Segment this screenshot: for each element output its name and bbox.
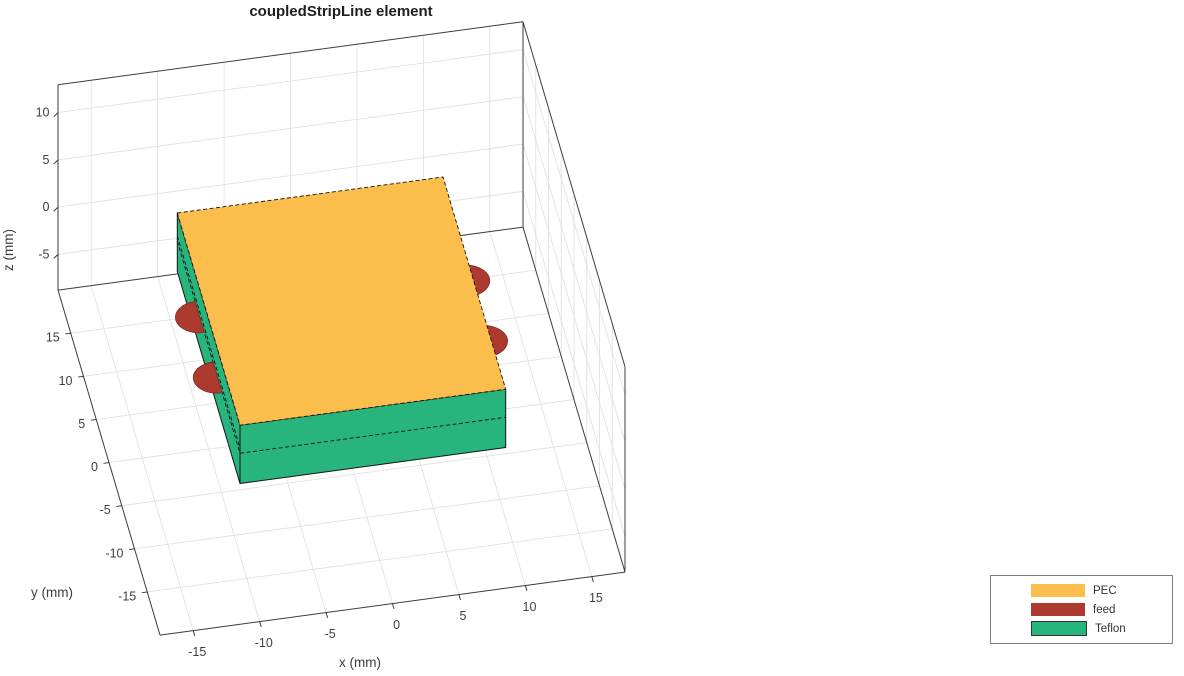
axes-box-edge — [522, 21, 626, 367]
midplane-hidden-line — [239, 416, 506, 454]
chart-title: coupledStripLine element — [249, 3, 432, 20]
y-tick-mark — [77, 375, 84, 378]
grid-line — [522, 143, 626, 490]
feed-port — [175, 301, 205, 334]
y-tick-label: -15 — [118, 589, 136, 603]
x-tick-mark — [259, 621, 262, 627]
legend: PEC feed Teflon — [990, 575, 1173, 644]
grid-line — [57, 49, 524, 114]
axes-box-edge — [522, 226, 626, 573]
y-tick-label: 15 — [46, 331, 60, 345]
x-tick-label: 15 — [589, 591, 603, 605]
legend-item-feed[interactable]: feed — [1031, 602, 1168, 617]
y-tick-mark — [128, 548, 135, 551]
z-tick-mark — [53, 159, 59, 165]
y-tick-mark — [65, 332, 71, 335]
y-tick-label: -5 — [100, 503, 111, 517]
y-tick-label: 5 — [78, 417, 85, 431]
pec-dashed-border — [176, 176, 507, 426]
y-tick-mark — [90, 418, 97, 421]
z-axis-label: z (mm) — [1, 229, 16, 271]
y-tick-label: 10 — [59, 374, 73, 388]
midplane-hidden-line — [176, 235, 241, 449]
grid-line — [121, 442, 587, 507]
3d-scene: -15 -10 -5 0 5 10 15 -15 -10 -5 0 5 10 15 -5 0 5 10 — [36, 21, 626, 659]
x-tick-label: -10 — [255, 636, 273, 650]
grid-line — [57, 96, 524, 161]
y-tick-mark — [103, 462, 110, 464]
legend-item-teflon[interactable]: Teflon — [1031, 621, 1168, 636]
x-tick-label: 10 — [523, 600, 537, 614]
z-tick-label: 0 — [43, 200, 50, 214]
feed-color-swatch — [1031, 603, 1085, 616]
legend-label: Teflon — [1095, 622, 1126, 635]
z-tick-mark — [53, 112, 59, 118]
z-tick-label: -5 — [38, 247, 49, 261]
z-tick-label: 5 — [43, 153, 50, 167]
x-tick-mark — [392, 603, 395, 609]
x-axis-label: x (mm) — [339, 655, 381, 670]
x-tick-label: 0 — [393, 618, 400, 632]
x-tick-mark — [192, 630, 196, 636]
pec-top-plate — [177, 177, 506, 426]
legend-label: feed — [1093, 603, 1116, 616]
y-tick-label: 0 — [91, 460, 98, 474]
grid-line — [134, 485, 600, 550]
z-tick-mark — [53, 206, 59, 212]
x-tick-label: -5 — [325, 627, 336, 641]
teflon-color-swatch — [1031, 621, 1087, 636]
grid-line — [147, 528, 613, 593]
legend-item-pec[interactable]: PEC — [1031, 583, 1168, 598]
grid-line — [57, 143, 524, 208]
x-tick-mark — [591, 576, 594, 582]
x-tick-mark — [325, 612, 329, 618]
midplane-hidden-line — [176, 240, 241, 454]
axes-box-edge — [57, 21, 524, 86]
x-tick-label: -15 — [188, 645, 206, 659]
z-tick-label: 10 — [36, 106, 50, 120]
grid-line — [522, 49, 626, 395]
legend-label: PEC — [1093, 584, 1117, 597]
x-tick-mark — [524, 585, 528, 591]
pec-color-swatch — [1031, 584, 1085, 597]
y-tick-mark — [141, 591, 148, 594]
y-axis-label: y (mm) — [31, 585, 73, 600]
x-tick-label: 5 — [460, 609, 467, 623]
x-tick-mark — [458, 594, 461, 600]
grid-line — [522, 96, 626, 442]
feed-port — [192, 361, 223, 394]
z-tick-mark — [53, 253, 59, 259]
y-tick-label: -10 — [105, 546, 123, 560]
y-tick-mark — [116, 505, 122, 507]
grid-line — [522, 191, 626, 537]
